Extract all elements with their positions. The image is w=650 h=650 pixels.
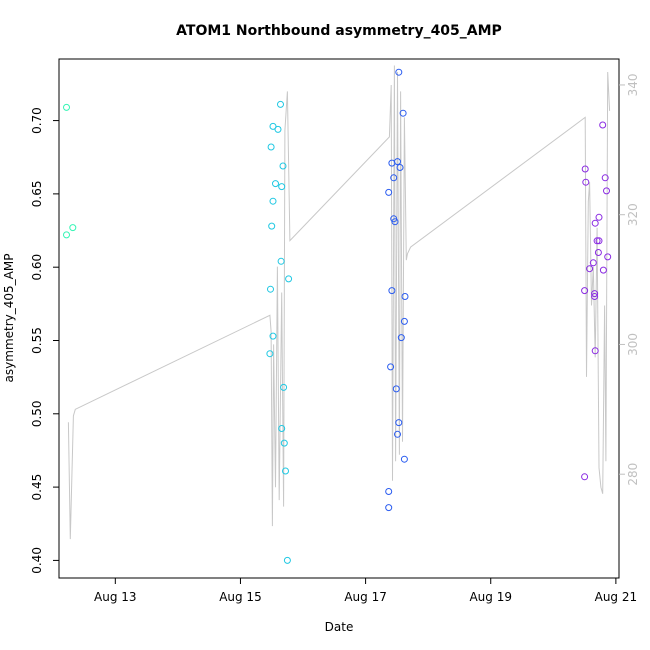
data-point-s2-15	[395, 419, 403, 427]
data-point-s2-1	[399, 109, 407, 117]
data-point-s2-14	[392, 385, 400, 393]
data-point-s0-2	[69, 224, 77, 232]
data-point-s2-6	[385, 188, 393, 196]
data-point-s3-16	[591, 293, 599, 300]
y2-tick-label-2: 320	[626, 203, 640, 226]
data-point-s3-17	[591, 347, 599, 355]
y-axis-left: 0.40 0.45 0.50 0.55 0.60 0.65 0.70	[30, 107, 59, 574]
data-point-s3-0	[599, 121, 607, 129]
data-point-s2-0	[395, 68, 403, 76]
data-point-s1-1	[269, 122, 277, 130]
data-point-s2-10	[401, 293, 409, 300]
data-point-s3-14	[581, 287, 589, 295]
y-axis-right: 280 300 320 340	[619, 73, 640, 486]
y-tick-label-0: 0.40	[30, 547, 44, 574]
data-point-s1-3	[267, 143, 275, 151]
data-point-s2-19	[385, 504, 393, 512]
data-point-s1-16	[280, 439, 288, 447]
y-tick-label-5: 0.65	[30, 181, 44, 208]
data-point-s3-15	[591, 290, 599, 298]
data-point-s3-4	[603, 187, 610, 195]
data-point-s2-11	[400, 317, 408, 325]
data-point-s2-5	[390, 174, 398, 182]
data-point-s1-9	[277, 257, 285, 265]
data-point-s2-8	[391, 218, 399, 226]
data-point-s2-18	[385, 488, 393, 495]
data-point-s2-9	[388, 287, 396, 295]
data-point-s1-15	[278, 425, 286, 432]
data-point-s2-17	[400, 455, 408, 463]
secondary-series-line	[67, 65, 611, 540]
data-point-s1-13	[266, 350, 274, 358]
y-tick-label-3: 0.55	[30, 327, 44, 354]
data-point-s1-17	[282, 467, 289, 475]
data-point-s1-6	[278, 183, 286, 191]
data-point-s2-12	[397, 334, 405, 342]
data-point-s3-18	[581, 473, 589, 481]
data-point-s1-2	[274, 125, 282, 133]
data-point-s3-3	[601, 174, 609, 182]
data-point-s0-1	[63, 231, 70, 239]
y-tick-label-6: 0.70	[30, 107, 44, 134]
x-axis-label: Date	[325, 620, 354, 634]
y-axis-label: asymmetry_405_AMP	[2, 254, 16, 383]
data-point-s1-18	[283, 556, 291, 564]
data-point-s3-9	[594, 249, 602, 256]
y-tick-label-1: 0.45	[30, 474, 44, 501]
data-point-s3-5	[595, 213, 603, 221]
data-point-s3-8	[595, 237, 603, 245]
y2-tick-label-1: 300	[626, 333, 640, 356]
data-point-s2-3	[394, 158, 401, 166]
data-point-s2-16	[394, 430, 401, 438]
secondary-line-layer	[67, 65, 611, 540]
chart-title: ATOM1 Northbound asymmetry_405_AMP	[176, 23, 502, 39]
data-point-s3-11	[589, 259, 597, 267]
data-point-s1-12	[269, 332, 277, 340]
data-point-s1-0	[277, 100, 284, 108]
data-point-s1-11	[267, 285, 274, 293]
x-tick-label-0: Aug 13	[94, 590, 137, 604]
x-tick-label-3: Aug 19	[469, 590, 512, 604]
data-point-s3-10	[604, 253, 612, 261]
x-tick-label-4: Aug 21	[595, 590, 638, 604]
plot-area-frame	[58, 58, 620, 579]
data-point-s2-13	[387, 363, 395, 371]
data-points-layer	[63, 68, 612, 564]
data-point-s3-6	[591, 219, 599, 227]
data-point-s3-1	[581, 165, 589, 173]
data-point-s0-0	[63, 103, 70, 111]
data-point-s3-2	[582, 178, 590, 186]
data-point-s1-5	[272, 180, 279, 188]
y2-tick-label-0: 280	[626, 463, 640, 486]
data-point-s2-4	[396, 164, 404, 171]
y-tick-label-2: 0.50	[30, 400, 44, 427]
y-tick-label-4: 0.60	[30, 254, 44, 281]
x-tick-label-1: Aug 15	[219, 590, 262, 604]
data-point-s3-12	[586, 265, 594, 273]
data-point-s3-7	[593, 237, 601, 245]
data-point-s1-8	[268, 222, 276, 230]
x-axis: Aug 13 Aug 15 Aug 17 Aug 19 Aug 21	[94, 578, 637, 604]
data-point-s3-13	[599, 266, 607, 274]
y2-tick-label-3: 340	[626, 73, 640, 96]
x-tick-label-2: Aug 17	[344, 590, 387, 604]
data-point-s1-14	[280, 383, 288, 391]
data-point-s1-4	[279, 162, 287, 170]
data-point-s1-10	[285, 275, 293, 283]
data-point-s1-7	[269, 197, 277, 205]
